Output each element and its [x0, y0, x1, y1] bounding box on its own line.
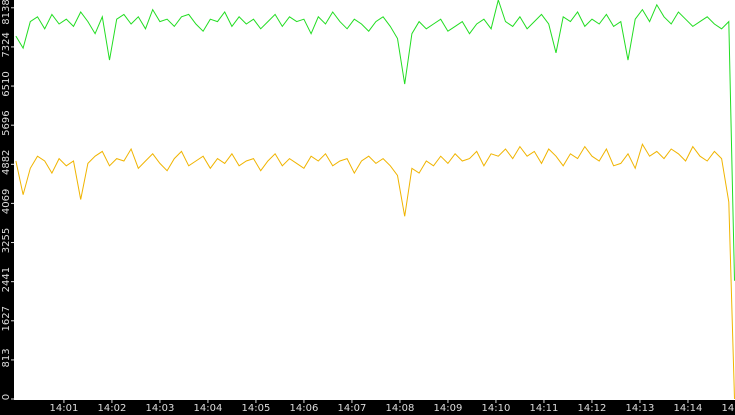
y-axis-strip [0, 0, 14, 415]
x-tick-label: 14:07 [338, 403, 367, 414]
x-tick-label: 14:12 [578, 403, 607, 414]
x-tick-label: 14:10 [482, 403, 511, 414]
y-tick-label: 0 [1, 394, 12, 400]
x-tick-label: 14:06 [290, 403, 319, 414]
y-tick-label: 7324 [1, 32, 12, 57]
x-tick-label: 14:01 [50, 403, 79, 414]
x-tick-label: 14:02 [98, 403, 127, 414]
y-tick-label: 4882 [1, 150, 12, 175]
x-tick-label: 14:04 [194, 403, 223, 414]
x-tick-label: 14:13 [626, 403, 655, 414]
x-tick-label: 14:14 [674, 403, 703, 414]
x-tick-label: 14:09 [434, 403, 463, 414]
x-axis-strip [0, 400, 735, 415]
y-tick-label: 8138 [1, 0, 12, 25]
y-tick-label: 813 [1, 348, 12, 367]
y-tick-label: 6510 [1, 71, 12, 96]
y-tick-label: 4069 [1, 189, 12, 214]
line [15, 0, 735, 281]
y-tick-label: 5696 [1, 110, 12, 135]
x-tick-label: 14:11 [530, 403, 559, 414]
x-tick-label: 14:03 [146, 403, 175, 414]
line [15, 142, 735, 400]
y-tick-label: 1627 [1, 306, 12, 331]
x-tick-label: 14:05 [242, 403, 271, 414]
x-tick-label: 14:15 [722, 403, 735, 414]
y-tick-label: 2441 [1, 267, 12, 292]
y-tick-label: 3255 [1, 228, 12, 253]
x-tick-label: 14:08 [386, 403, 415, 414]
